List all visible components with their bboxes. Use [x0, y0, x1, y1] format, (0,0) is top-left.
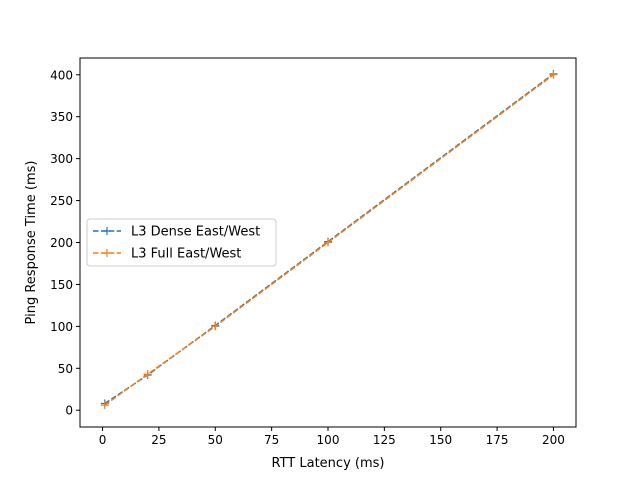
data-point: [143, 370, 152, 379]
x-tick-label: 75: [264, 433, 279, 447]
y-tick-label: 200: [50, 236, 73, 250]
y-tick-label: 250: [50, 194, 73, 208]
legend-label: L3 Dense East/West: [131, 225, 260, 240]
x-tick-label: 125: [373, 433, 396, 447]
legend-entry: L3 Dense East/West: [93, 225, 260, 240]
data-point: [100, 401, 109, 410]
y-tick-label: 100: [50, 320, 73, 334]
y-tick-label: 0: [65, 404, 73, 418]
y-axis-ticks: 0 50 100 150 200 250 300 350 400: [50, 68, 80, 418]
x-tick-label: 25: [151, 433, 166, 447]
x-tick-label: 150: [429, 433, 452, 447]
series-2: [100, 70, 558, 410]
x-tick-label: 200: [542, 433, 565, 447]
y-axis-label: Ping Response Time (ms): [24, 161, 39, 325]
y-tick-label: 300: [50, 152, 73, 166]
y-tick-label: 400: [50, 68, 73, 82]
legend-entries: L3 Dense East/West L3 Full East/West: [93, 225, 260, 262]
x-axis-ticks: 0 25 50 75 100 125 150 175 200: [99, 427, 565, 447]
x-tick-label: 175: [486, 433, 509, 447]
x-tick-label: 50: [208, 433, 223, 447]
legend: L3 Dense East/West L3 Full East/West: [86, 218, 277, 267]
y-tick-label: 150: [50, 278, 73, 292]
x-tick-label: 0: [99, 433, 107, 447]
series-layer: [100, 69, 558, 410]
y-tick-label: 350: [50, 110, 73, 124]
legend-entry: L3 Full East/West: [93, 247, 241, 262]
legend-label: L3 Full East/West: [131, 247, 241, 262]
legend-box: [86, 218, 277, 267]
x-axis-label: RTT Latency (ms): [272, 456, 385, 471]
data-point: [211, 322, 220, 331]
y-tick-label: 50: [58, 362, 73, 376]
x-tick-label: 100: [317, 433, 340, 447]
data-point: [324, 238, 332, 247]
data-point: [549, 70, 558, 79]
